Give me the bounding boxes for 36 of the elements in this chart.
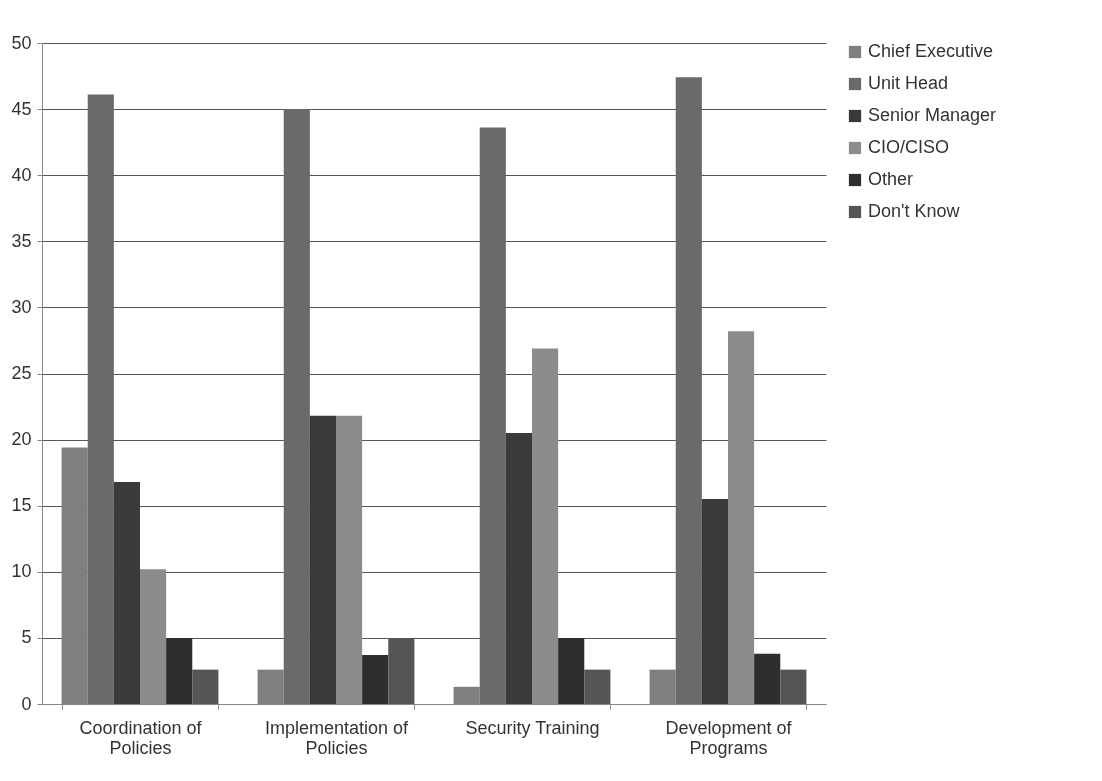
x-tick-label: Development of Programs xyxy=(665,717,793,758)
y-tick-label: 50 xyxy=(11,32,32,53)
legend-label: Other xyxy=(868,169,914,189)
bar xyxy=(505,432,532,704)
bar xyxy=(584,669,611,704)
y-tick-label: 40 xyxy=(11,164,32,185)
bar xyxy=(166,637,193,704)
y-tick-label: 0 xyxy=(21,693,32,714)
bar xyxy=(192,669,219,704)
legend-label: Don't Know xyxy=(868,201,961,221)
y-tick-label: 15 xyxy=(11,495,32,516)
y-tick-label: 5 xyxy=(21,627,32,648)
bar xyxy=(283,109,310,704)
y-tick-label: 10 xyxy=(11,561,32,582)
x-tick-label: Security Training xyxy=(465,717,600,738)
legend-label: CIO/CISO xyxy=(868,137,950,157)
bar xyxy=(754,653,781,704)
bar xyxy=(701,499,728,704)
y-tick-label: 30 xyxy=(11,296,32,317)
y-tick-label: 45 xyxy=(11,98,32,119)
bar xyxy=(113,481,140,704)
legend-label: Chief Executive xyxy=(868,41,994,61)
y-tick-label: 20 xyxy=(11,429,32,450)
y-tick-label: 35 xyxy=(11,230,32,251)
bar xyxy=(780,669,807,704)
bar xyxy=(675,77,702,704)
bar xyxy=(479,127,506,704)
x-tick-label: Coordination of Policies xyxy=(79,717,203,758)
bar xyxy=(362,655,389,704)
bar xyxy=(558,637,585,704)
x-tick-label: Implementation of Policies xyxy=(264,717,410,758)
bar xyxy=(309,415,336,704)
bar xyxy=(87,94,114,704)
legend-label: Senior Manager xyxy=(868,105,997,125)
y-tick-label: 25 xyxy=(11,363,32,383)
legend-label: Unit Head xyxy=(868,73,949,93)
